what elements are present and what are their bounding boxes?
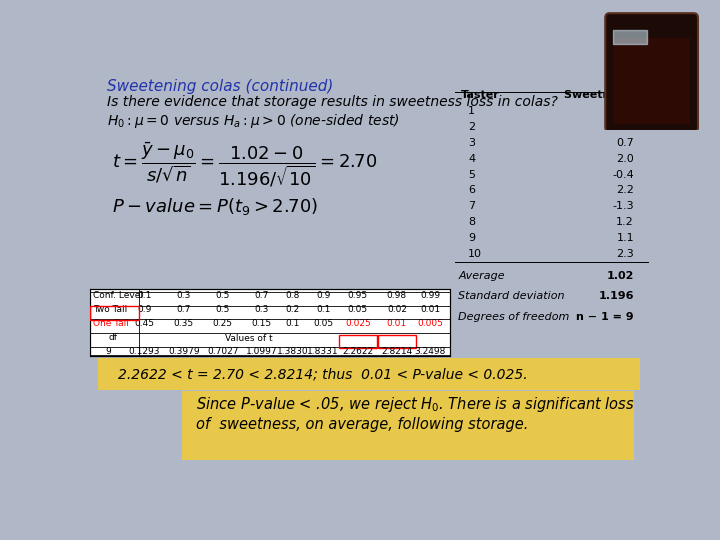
Text: 0.35: 0.35 [174, 319, 194, 328]
Text: 1.2: 1.2 [616, 217, 634, 227]
Text: 2.2622: 2.2622 [342, 347, 374, 356]
Text: 2.8214: 2.8214 [382, 347, 413, 356]
Text: 0.05: 0.05 [313, 319, 333, 328]
Text: Values of t: Values of t [225, 334, 273, 343]
Text: 4: 4 [468, 154, 475, 164]
Text: Degrees of freedom: Degrees of freedom [459, 312, 570, 322]
Text: 0.3: 0.3 [255, 305, 269, 314]
Text: -0.4: -0.4 [612, 170, 634, 180]
Text: 0.3979: 0.3979 [168, 347, 199, 356]
Text: Two Tail: Two Tail [93, 305, 127, 314]
Text: 0.99: 0.99 [420, 292, 441, 300]
Text: 10: 10 [468, 248, 482, 259]
Text: 0.1: 0.1 [316, 305, 330, 314]
Text: 8: 8 [468, 217, 475, 227]
Text: $t = \dfrac{\bar{y} - \mu_0}{s/\sqrt{n}} = \dfrac{1.02 - 0}{1.196/\sqrt{10}} = 2: $t = \dfrac{\bar{y} - \mu_0}{s/\sqrt{n}}… [112, 140, 378, 189]
Text: 0.7: 0.7 [616, 138, 634, 148]
Text: 5: 5 [468, 170, 475, 180]
Text: 1.02: 1.02 [607, 271, 634, 281]
Text: n − 1 = 9: n − 1 = 9 [577, 312, 634, 322]
Text: 0.01: 0.01 [420, 305, 441, 314]
Text: Taster: Taster [461, 90, 500, 100]
Text: 9: 9 [468, 233, 475, 243]
Text: 0.01: 0.01 [387, 319, 407, 328]
Text: 0.2: 0.2 [285, 305, 300, 314]
Text: Conf. Level: Conf. Level [93, 292, 143, 300]
Text: 1.8331: 1.8331 [307, 347, 339, 356]
Text: 0.4: 0.4 [616, 122, 634, 132]
Text: 1.196: 1.196 [598, 292, 634, 301]
Text: 0.005: 0.005 [418, 319, 444, 328]
Text: 3.2498: 3.2498 [415, 347, 446, 356]
Text: 2.0: 2.0 [616, 154, 634, 164]
Text: 0.7: 0.7 [176, 305, 191, 314]
Text: -1.3: -1.3 [613, 201, 634, 211]
Text: 0.02: 0.02 [387, 305, 407, 314]
Text: 1: 1 [468, 106, 475, 117]
Text: 0.95: 0.95 [348, 292, 368, 300]
Text: 0.7027: 0.7027 [207, 347, 238, 356]
Text: $H_0: \mu = 0$ versus $H_a: \mu > 0$ (one-sided test): $H_0: \mu = 0$ versus $H_a: \mu > 0$ (on… [107, 112, 400, 130]
Text: 0.025: 0.025 [345, 319, 371, 328]
Text: Sweetness loss: Sweetness loss [564, 90, 660, 100]
Text: 0.15: 0.15 [252, 319, 272, 328]
Text: 0.8: 0.8 [285, 292, 300, 300]
Text: 1.0997: 1.0997 [246, 347, 278, 356]
Text: 6: 6 [468, 185, 475, 195]
Text: 0.1293: 0.1293 [128, 347, 160, 356]
Text: 1.3830: 1.3830 [276, 347, 308, 356]
Text: 9: 9 [105, 347, 111, 356]
Text: 2: 2 [468, 122, 475, 132]
Text: 7: 7 [468, 201, 475, 211]
FancyBboxPatch shape [613, 38, 690, 124]
Text: $P - value = P(t_9 > 2.70)$: $P - value = P(t_9 > 2.70)$ [112, 196, 318, 217]
Text: 2.2: 2.2 [616, 185, 634, 195]
Text: Average: Average [459, 271, 505, 281]
Text: 1.1: 1.1 [616, 233, 634, 243]
Text: 0.98: 0.98 [387, 292, 407, 300]
Text: One Tail: One Tail [93, 319, 129, 328]
Text: Standard deviation: Standard deviation [459, 292, 564, 301]
FancyBboxPatch shape [90, 289, 450, 356]
Text: 2.0: 2.0 [616, 106, 634, 117]
Text: Sweetening colas (continued): Sweetening colas (continued) [107, 79, 333, 94]
FancyBboxPatch shape [606, 13, 698, 132]
Text: Since P-value < .05, we reject $H_0$. There is a significant loss
of  sweetness,: Since P-value < .05, we reject $H_0$. Th… [196, 395, 635, 432]
Text: 0.45: 0.45 [134, 319, 154, 328]
Text: 0.7: 0.7 [255, 292, 269, 300]
Text: Is there evidence that storage results in sweetness loss in colas?: Is there evidence that storage results i… [107, 94, 557, 109]
Text: 2.3: 2.3 [616, 248, 634, 259]
Text: 0.05: 0.05 [348, 305, 368, 314]
Text: 0.3: 0.3 [176, 292, 191, 300]
Text: df: df [109, 333, 117, 342]
Text: 0.25: 0.25 [213, 319, 233, 328]
Text: 3: 3 [468, 138, 475, 148]
Text: 0.9: 0.9 [316, 292, 330, 300]
Text: 0.1: 0.1 [137, 292, 151, 300]
Text: 0.5: 0.5 [215, 292, 230, 300]
Text: 0.5: 0.5 [215, 305, 230, 314]
Text: 0.9: 0.9 [137, 305, 151, 314]
FancyBboxPatch shape [182, 391, 634, 460]
Text: 0.1: 0.1 [285, 319, 300, 328]
FancyBboxPatch shape [99, 358, 639, 390]
Text: 2.2622 < t = 2.70 < 2.8214; thus  0.01 < P-value < 0.025.: 2.2622 < t = 2.70 < 2.8214; thus 0.01 < … [118, 368, 528, 381]
